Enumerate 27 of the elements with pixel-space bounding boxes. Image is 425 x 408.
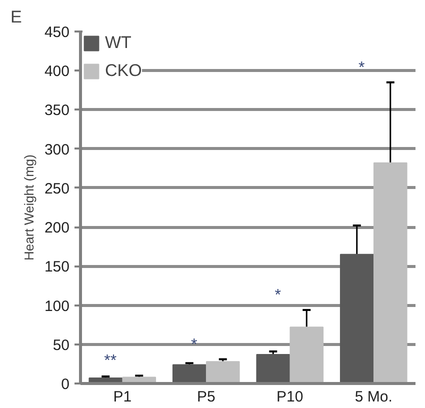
y-tick-label: 250: [44, 180, 70, 198]
y-tick-label: 50: [52, 336, 70, 354]
x-tick-label: P1: [113, 388, 132, 406]
y-tick-label: 300: [44, 141, 70, 158]
annotation: *: [358, 59, 365, 76]
bar: [206, 361, 240, 384]
text: E: [10, 8, 22, 26]
bar: [373, 162, 408, 384]
legend-label: CKO: [105, 61, 142, 81]
legend-label: WT: [105, 33, 132, 53]
y-tick-label: 450: [44, 24, 70, 41]
y-tick-label: 400: [44, 63, 70, 80]
x-tick-label: 5 Mo.: [354, 388, 392, 406]
y-tick-label: 200: [44, 220, 70, 237]
bar: [256, 354, 290, 384]
annotation: **: [104, 352, 117, 370]
y-axis-title: Heart Weight (mg): [21, 154, 36, 260]
y-tick-label: 150: [44, 258, 70, 276]
x-tick-label: P5: [196, 388, 216, 406]
bar: [290, 326, 324, 384]
y-tick-label: 100: [44, 298, 70, 315]
y-tick-label: 350: [44, 102, 70, 120]
annotation: *: [274, 286, 281, 304]
bar: [340, 254, 374, 384]
y-tick-label: 0: [61, 376, 70, 393]
bar: [172, 364, 206, 384]
x-tick-label: P10: [276, 388, 304, 406]
